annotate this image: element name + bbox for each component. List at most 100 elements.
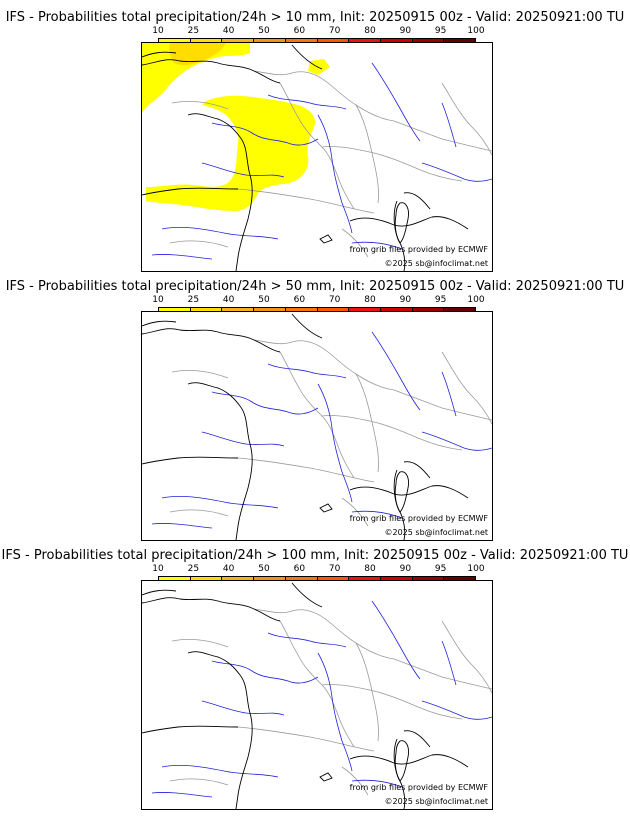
border-line [393,120,492,152]
border-line [237,726,375,752]
panel-10mm: IFS - Probabilities total precipitation/… [0,10,630,278]
border-line [171,639,229,648]
source-attribution: from grib files provided by ECMWF [349,514,488,523]
river-line [201,431,285,447]
river-line [151,792,213,798]
coastline [187,113,253,271]
coastline [142,51,177,58]
colorbar-tick-label: 60 [293,295,306,305]
coastline [142,187,239,196]
border-line [355,642,379,742]
coastline [291,582,323,608]
colorbar-ticks: 10 25 40 50 60 70 80 90 95 100 [152,26,484,37]
river-line [267,94,347,110]
river-line [317,114,353,234]
border-line [237,188,375,214]
source-attribution: from grib files provided by ECMWF [349,783,488,792]
colorbar-tick-label: 100 [467,295,485,305]
river-line [371,331,421,411]
river-line [267,632,347,648]
border-line [321,415,463,451]
coastline [142,589,177,596]
coastline [349,754,469,768]
panel-title: IFS - Probabilities total precipitation/… [5,10,625,25]
colorbar-ticks: 10 25 40 50 60 70 80 90 95 100 [152,564,484,575]
island-outline [319,503,333,513]
colorbar-tick-label: 50 [258,26,270,36]
map-svg [142,313,492,540]
colorbar-tick-label: 10 [152,26,164,36]
border-line [237,457,375,483]
colorbar-tick-label: 80 [364,26,376,36]
river-line [421,431,492,451]
border-line [279,620,355,748]
island-outline [394,740,409,782]
panel-100mm: IFS - Probabilities total precipitation/… [0,548,630,816]
coastline [403,730,431,748]
river-line [161,226,279,240]
river-line [351,510,403,519]
river-line [317,383,353,503]
river-line [371,600,421,680]
colorbar-tick-label: 25 [187,26,200,36]
coastline [142,320,177,327]
river-line [161,764,279,778]
colorbar-tick-label: 90 [399,26,412,36]
coastline [187,651,253,809]
river-line [201,700,285,716]
river-line [441,102,457,148]
border-line [441,351,492,425]
source-attribution: from grib files provided by ECMWF [349,245,488,254]
river-line [441,640,457,686]
colorbar-tick-label: 10 [152,295,164,305]
border-line [279,351,355,479]
panel-title: IFS - Probabilities total precipitation/… [1,548,629,563]
coastline [142,725,239,734]
map-svg [142,43,492,271]
panel-50mm: IFS - Probabilities total precipitation/… [0,279,630,547]
river-line [161,495,279,509]
river-line [151,523,213,529]
border-line [441,620,492,694]
colorbar-tick-label: 90 [399,564,412,574]
map-frame: from grib files provided by ECMWF ©2025 … [141,311,493,541]
coastline [349,485,469,499]
border-line [169,509,229,517]
colorbar-tick-label: 60 [293,26,306,36]
river-line [421,700,492,720]
coastline [142,59,281,84]
island-outline [319,772,333,782]
island-outline [394,202,409,244]
panel-title: IFS - Probabilities total precipitation/… [5,279,625,294]
coastline [187,382,253,540]
colorbar-tick-label: 95 [434,295,447,305]
colorbar-tick-label: 40 [222,564,235,574]
coastline [142,328,281,353]
river-line [211,391,319,415]
colorbar-tick-label: 70 [328,564,341,574]
river-line [351,779,403,788]
river-line [201,162,285,178]
coastline [403,192,431,210]
coastline [291,313,323,339]
river-line [211,660,319,684]
coastline [291,44,323,70]
colorbar-tick-label: 95 [434,26,447,36]
border-line [355,373,379,473]
coastline [403,461,431,479]
colorbar-tick-label: 10 [152,564,164,574]
border-line [393,658,492,690]
colorbar-tick-label: 95 [434,564,447,574]
colorbar-tick-label: 40 [222,26,235,36]
border-line [169,240,229,248]
coastline [349,216,469,230]
river-line [151,254,213,260]
coastline [142,597,281,622]
border-line [321,684,463,720]
border-line [253,70,395,122]
copyright-attribution: ©2025 sb@infoclimat.net [384,797,489,806]
map-frame: from grib files provided by ECMWF ©2025 … [141,42,493,272]
colorbar-tick-label: 25 [187,295,200,305]
colorbar-tick-label: 25 [187,564,200,574]
map-svg [142,582,492,809]
